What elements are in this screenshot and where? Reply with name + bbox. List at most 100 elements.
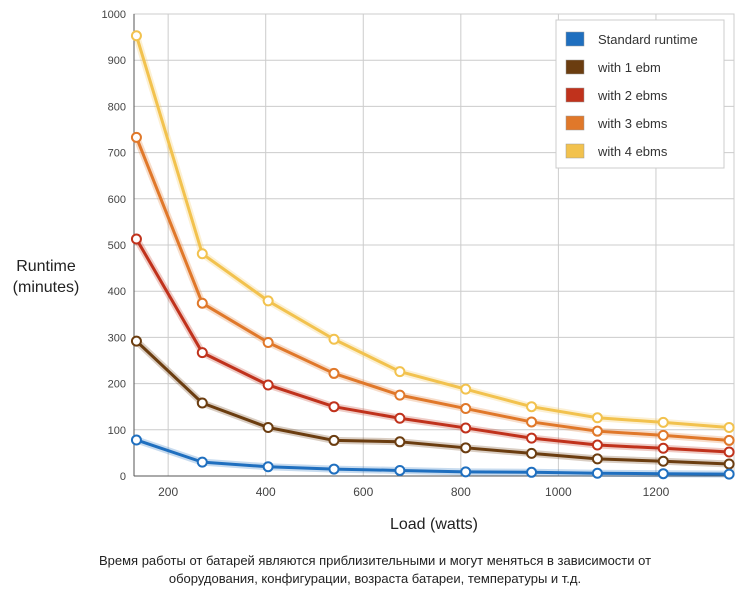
series-line — [135, 136, 730, 442]
y-tick-label: 200 — [108, 379, 126, 391]
legend-item: Standard runtime — [565, 31, 698, 47]
legend-label: with 2 ebms — [597, 88, 668, 103]
y-tick-label: 700 — [108, 148, 126, 160]
data-point — [526, 447, 538, 459]
x-tick-label: 600 — [353, 485, 373, 499]
data-point — [196, 347, 208, 359]
data-point — [394, 464, 406, 476]
data-point — [262, 379, 274, 391]
data-point — [130, 335, 142, 347]
data-point — [394, 412, 406, 424]
data-point — [130, 434, 142, 446]
data-point — [328, 367, 340, 379]
legend-swatch — [565, 87, 585, 103]
y-tick-label: 800 — [108, 101, 126, 113]
axes: 0 100 200 300 400 500 600 700 800 900 1000 200 400 60… — [102, 9, 734, 499]
data-point — [460, 442, 472, 454]
data-point — [591, 467, 603, 479]
data-point — [262, 336, 274, 348]
data-point — [460, 383, 472, 395]
y-axis-label: Runtime (minutes) — [0, 256, 92, 298]
series-1 — [130, 434, 735, 480]
series-line — [135, 340, 730, 466]
data-point — [196, 397, 208, 409]
legend-swatch — [565, 115, 585, 131]
data-point — [460, 422, 472, 434]
data-point — [394, 436, 406, 448]
data-point — [196, 248, 208, 260]
data-point — [460, 466, 472, 478]
data-point — [657, 416, 669, 428]
data-point — [196, 456, 208, 468]
data-point — [328, 333, 340, 345]
series-line — [135, 35, 730, 429]
series-line — [135, 438, 730, 476]
legend-item: with 2 ebms — [565, 87, 668, 103]
data-point — [723, 421, 735, 433]
data-point — [130, 131, 142, 143]
x-tick-label: 1200 — [643, 485, 670, 499]
data-point — [130, 233, 142, 245]
data-point — [657, 442, 669, 454]
data-point — [591, 412, 603, 424]
y-tick-label: 600 — [108, 194, 126, 206]
data-point — [657, 429, 669, 441]
data-point — [328, 401, 340, 413]
x-axis-label: Load (watts) — [389, 516, 479, 533]
legend-swatch — [565, 59, 585, 75]
series-5 — [130, 30, 735, 433]
data-point — [460, 403, 472, 415]
data-point — [657, 468, 669, 480]
caption-line-1: Время работы от батарей являются приблиз… — [98, 553, 652, 568]
caption-line-2: оборудования, конфигурации, возраста бат… — [168, 571, 582, 586]
y-axis-label-line-2: (minutes) — [12, 279, 80, 296]
legend-swatch — [565, 143, 585, 159]
data-point — [328, 434, 340, 446]
data-point — [262, 295, 274, 307]
legend-item: with 1 ebm — [565, 59, 661, 75]
x-tick-label: 400 — [256, 485, 276, 499]
series-3 — [130, 233, 735, 458]
series-line — [135, 238, 730, 454]
x-tick-label: 800 — [451, 485, 471, 499]
data-point — [394, 366, 406, 378]
legend-item: with 3 ebms — [565, 115, 668, 131]
series-lines — [130, 30, 735, 480]
data-point — [526, 432, 538, 444]
data-point — [723, 446, 735, 458]
x-tick-label: 200 — [158, 485, 178, 499]
data-point — [394, 389, 406, 401]
legend-swatch — [565, 31, 585, 47]
series-4 — [130, 131, 735, 446]
legend-item: with 4 ebms — [565, 143, 668, 159]
series-2 — [130, 335, 735, 470]
legend-label: with 3 ebms — [597, 116, 668, 131]
legend-label: Standard runtime — [598, 32, 698, 47]
data-point — [196, 297, 208, 309]
data-point — [526, 401, 538, 413]
data-point — [591, 453, 603, 465]
data-point — [723, 434, 735, 446]
data-point — [130, 30, 142, 42]
y-tick-label: 1000 — [102, 9, 126, 21]
y-tick-label: 500 — [108, 240, 126, 252]
data-point — [657, 455, 669, 467]
legend-label: with 4 ebms — [597, 144, 668, 159]
y-tick-label: 300 — [108, 332, 126, 344]
y-tick-label: 400 — [108, 286, 126, 298]
data-point — [328, 463, 340, 475]
data-point — [723, 458, 735, 470]
y-tick-label: 0 — [120, 471, 126, 483]
data-point — [526, 416, 538, 428]
y-tick-label: 900 — [108, 55, 126, 67]
legend-label: with 1 ebm — [597, 60, 661, 75]
data-point — [262, 461, 274, 473]
y-axis-label-line-1: Runtime — [16, 258, 76, 275]
data-point — [591, 425, 603, 437]
y-tick-label: 100 — [108, 425, 126, 437]
data-point — [723, 468, 735, 480]
chart-caption: Время работы от батарей являются приблиз… — [20, 552, 730, 588]
data-point — [526, 466, 538, 478]
data-point — [262, 421, 274, 433]
